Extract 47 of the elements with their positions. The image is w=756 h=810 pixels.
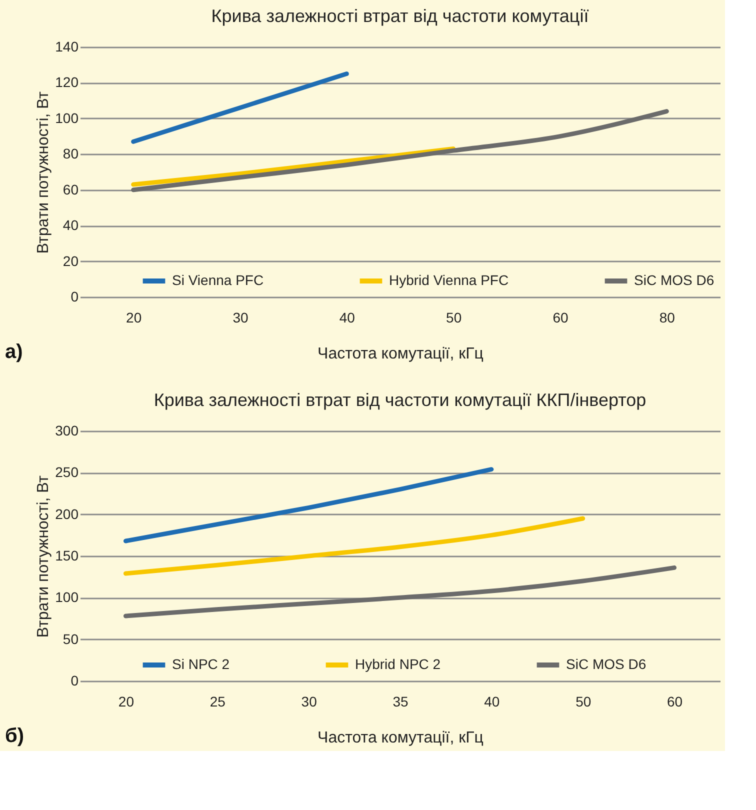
legend-label: Si NPC 2 — [172, 656, 230, 672]
x-tick-label: 50 — [576, 694, 592, 710]
y-tick-label: 0 — [70, 672, 79, 688]
y-tick-label: 140 — [55, 38, 79, 54]
line-series — [123, 467, 494, 544]
x-tick-label: 40 — [339, 310, 356, 326]
x-axis-title: Частота комутації, кГц — [318, 346, 484, 362]
y-tick-label: 20 — [62, 252, 79, 269]
y-axis-title: Втрати потужності, Вт — [35, 474, 52, 638]
x-tick-label: 40 — [484, 694, 500, 710]
x-tick-label: 30 — [301, 694, 318, 710]
text: б) — [5, 725, 24, 747]
legend-label: SiC MOS D6 — [634, 272, 714, 288]
line-series — [123, 516, 586, 576]
y-tick-label: 80 — [62, 146, 79, 162]
y-tick-label: 100 — [55, 110, 79, 126]
x-axis-title: Частота комутації, кГц — [318, 730, 484, 746]
y-tick-label: 100 — [55, 589, 79, 606]
x-tick-label: 80 — [659, 310, 676, 326]
y-tick-label: 120 — [55, 74, 79, 90]
chart-title: Крива залежності втрат від частоти комутації ККП/інвертор — [154, 390, 646, 410]
x-tick-label: 60 — [552, 310, 568, 326]
x-tick-label: 60 — [666, 694, 683, 710]
legend-label: Hybrid Vienna PFC — [389, 272, 509, 288]
x-tick-label: 30 — [232, 310, 248, 326]
y-tick-label: 40 — [62, 217, 79, 234]
x-tick-label: 35 — [392, 694, 408, 710]
y-axis-title: Втрати потужності, Вт — [35, 90, 52, 254]
chart-title: Крива залежності втрат від частоти комутації — [211, 6, 589, 26]
y-tick-label: 200 — [55, 506, 79, 522]
y-tick-label: 300 — [55, 422, 79, 438]
x-tick-label: 20 — [118, 694, 134, 710]
line-series — [131, 109, 669, 192]
y-tick-label: 50 — [62, 630, 79, 647]
y-tick-label: 150 — [55, 548, 79, 564]
y-tick-label: 0 — [70, 288, 79, 304]
text: а) — [5, 341, 23, 363]
y-tick-label: 60 — [62, 181, 79, 198]
y-tick-label: 250 — [55, 464, 79, 480]
x-tick-label: 25 — [210, 694, 226, 710]
x-tick-label: 20 — [126, 310, 142, 326]
x-tick-label: 50 — [446, 310, 462, 326]
legend-label: Si Vienna PFC — [172, 272, 264, 288]
legend-label: Hybrid NPC 2 — [355, 656, 441, 672]
line-series — [131, 146, 456, 187]
line-series — [123, 565, 677, 618]
legend-label: SiC MOS D6 — [566, 656, 646, 672]
